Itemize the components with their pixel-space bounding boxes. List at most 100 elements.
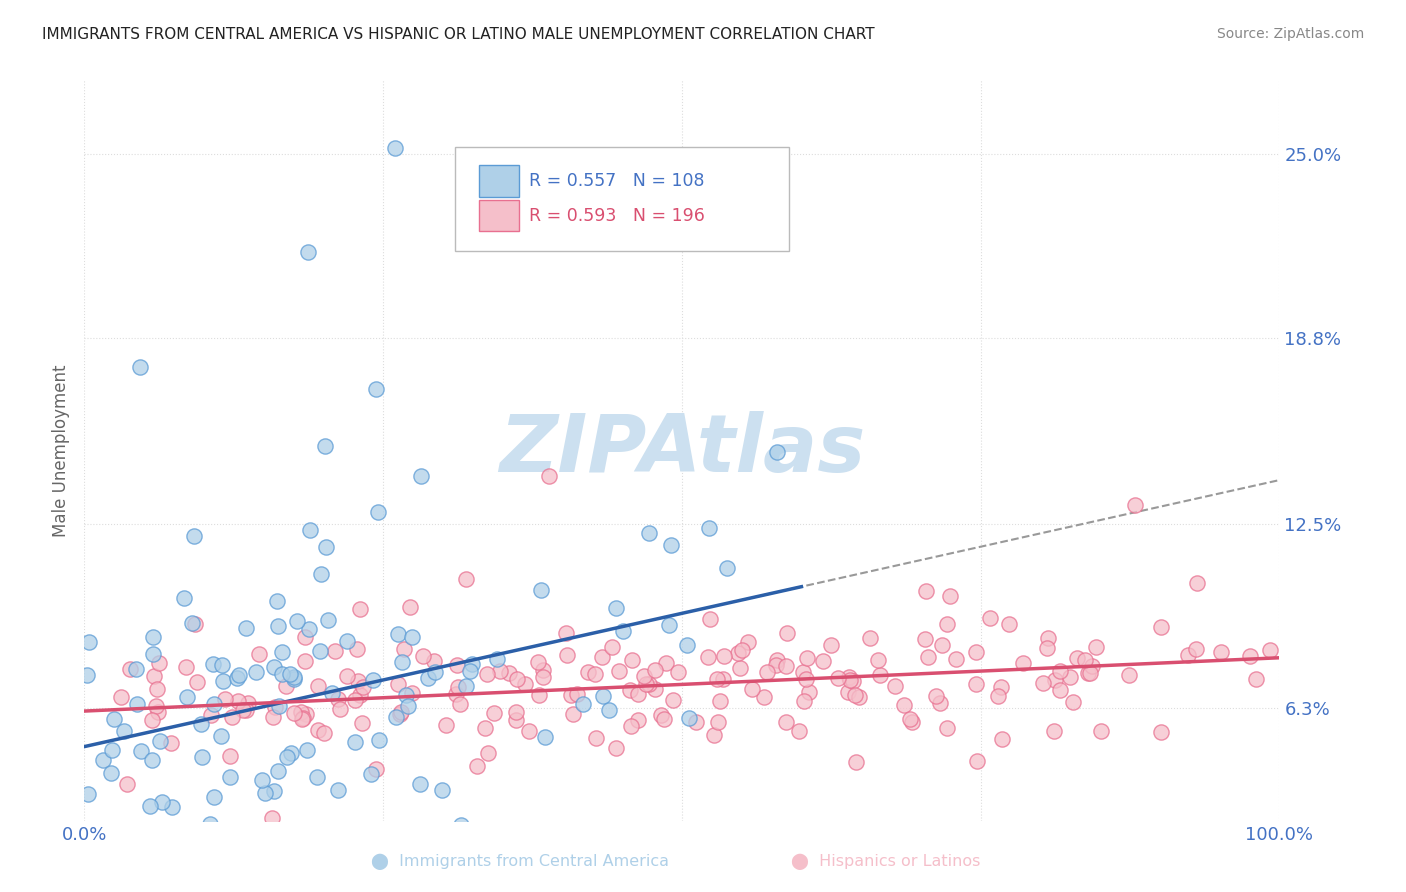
Text: ⬤  Immigrants from Central America: ⬤ Immigrants from Central America bbox=[371, 854, 669, 870]
Point bbox=[387, 626, 409, 640]
Point bbox=[160, 799, 183, 814]
Point bbox=[456, 679, 478, 693]
Point bbox=[218, 748, 240, 763]
Point bbox=[461, 657, 484, 671]
Point bbox=[190, 717, 212, 731]
Point bbox=[263, 660, 285, 674]
Point bbox=[436, 718, 458, 732]
Point bbox=[585, 731, 607, 745]
Point bbox=[409, 777, 432, 791]
Point bbox=[1077, 665, 1099, 680]
Point bbox=[321, 686, 343, 700]
Point bbox=[678, 711, 700, 725]
Point bbox=[620, 653, 643, 667]
Point bbox=[925, 690, 948, 704]
Point bbox=[842, 673, 865, 688]
Point bbox=[1118, 668, 1140, 682]
Point bbox=[965, 676, 987, 690]
Point bbox=[280, 747, 302, 761]
Point bbox=[796, 651, 818, 665]
Point bbox=[202, 697, 225, 711]
Point bbox=[112, 724, 135, 739]
Point bbox=[775, 659, 797, 673]
Point bbox=[155, 829, 177, 843]
Point bbox=[176, 660, 198, 674]
Point bbox=[271, 666, 294, 681]
Point bbox=[312, 725, 335, 739]
Point bbox=[696, 649, 718, 664]
Point bbox=[638, 677, 661, 691]
Point bbox=[214, 692, 236, 706]
Point bbox=[1187, 576, 1209, 591]
Point bbox=[235, 703, 257, 717]
Point bbox=[1258, 643, 1281, 657]
Point bbox=[848, 690, 870, 705]
Point bbox=[792, 665, 814, 680]
Point bbox=[191, 750, 214, 764]
Point bbox=[699, 612, 721, 626]
Point bbox=[498, 665, 520, 680]
Point bbox=[183, 529, 205, 543]
Point bbox=[283, 670, 305, 684]
Point bbox=[176, 690, 198, 705]
Point bbox=[364, 763, 387, 777]
Text: Source: ZipAtlas.com: Source: ZipAtlas.com bbox=[1216, 27, 1364, 41]
Point bbox=[915, 583, 938, 598]
Point bbox=[315, 540, 337, 554]
Point bbox=[901, 714, 924, 729]
Point bbox=[752, 690, 775, 704]
Point bbox=[142, 630, 165, 644]
Point bbox=[627, 686, 650, 700]
Point bbox=[347, 673, 370, 688]
Point bbox=[291, 712, 314, 726]
Point bbox=[936, 616, 959, 631]
Point bbox=[787, 724, 810, 739]
Point bbox=[1185, 641, 1208, 656]
Point bbox=[592, 690, 614, 704]
Point bbox=[346, 642, 368, 657]
Point bbox=[576, 665, 599, 679]
Point bbox=[765, 658, 787, 673]
Point bbox=[389, 707, 412, 722]
Point bbox=[1090, 723, 1112, 738]
Text: R = 0.557   N = 108: R = 0.557 N = 108 bbox=[529, 172, 704, 190]
Point bbox=[295, 743, 318, 757]
Point bbox=[898, 712, 921, 726]
Point bbox=[336, 669, 359, 683]
Point bbox=[211, 673, 233, 688]
Point bbox=[263, 783, 285, 797]
Point bbox=[409, 469, 432, 483]
Point bbox=[129, 359, 152, 374]
Point bbox=[384, 141, 406, 155]
Point bbox=[1011, 656, 1033, 670]
Point bbox=[297, 244, 319, 259]
Y-axis label: Male Unemployment: Male Unemployment bbox=[52, 364, 70, 537]
Point bbox=[401, 686, 423, 700]
Point bbox=[650, 708, 672, 723]
Point bbox=[1078, 665, 1101, 680]
Point bbox=[697, 521, 720, 535]
Point bbox=[839, 673, 862, 687]
Point bbox=[366, 382, 388, 396]
Point bbox=[1080, 659, 1102, 673]
Text: ZIPAtlas: ZIPAtlas bbox=[499, 411, 865, 490]
Point bbox=[262, 710, 284, 724]
Point bbox=[612, 624, 634, 639]
Point bbox=[91, 753, 114, 767]
Point bbox=[389, 705, 412, 719]
Point bbox=[917, 650, 939, 665]
Point bbox=[120, 662, 142, 676]
Point bbox=[1074, 653, 1097, 667]
FancyBboxPatch shape bbox=[479, 165, 519, 196]
Point bbox=[945, 652, 967, 666]
Point bbox=[987, 689, 1010, 703]
Point bbox=[283, 673, 305, 687]
Point bbox=[145, 698, 167, 713]
Point bbox=[163, 829, 186, 843]
Point bbox=[245, 665, 267, 679]
Point bbox=[235, 621, 257, 635]
Point bbox=[385, 709, 408, 723]
Point bbox=[666, 665, 689, 679]
Point bbox=[675, 638, 697, 652]
Point bbox=[110, 690, 132, 705]
